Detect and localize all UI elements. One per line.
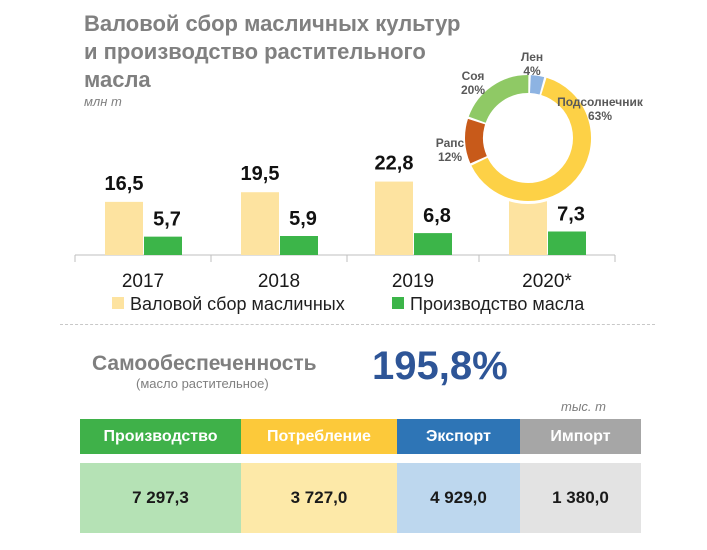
title-line-2: и производство растительного	[84, 39, 426, 64]
donut-label-name-0: Подсолнечник	[557, 95, 644, 109]
section-divider	[60, 324, 655, 325]
header-import: Импорт	[520, 419, 641, 454]
donut-label-value-2: 20%	[461, 83, 485, 97]
donut-label-name-2: Соя	[462, 69, 485, 83]
donut-label-value-3: 4%	[523, 64, 541, 78]
value-export: 4 929,0	[397, 463, 520, 533]
legend-label-gross: Валовой сбор масличных	[130, 294, 345, 314]
value-production: 7 297,3	[80, 463, 241, 533]
chart-title: Валовой сбор масличных культур и произво…	[84, 10, 514, 94]
bar-oil-2	[414, 233, 452, 255]
donut-label-name-3: Лен	[521, 50, 543, 64]
donut-label-2: Соя 20%	[461, 69, 485, 97]
bar-oil-1	[280, 236, 318, 255]
donut-chart: Подсолнечник 63% Рапс 12% Соя 20% Лен 4%	[436, 50, 644, 204]
x-tick-3: 2020*	[522, 271, 572, 292]
self-sufficiency-sublabel: (масло растительное)	[136, 376, 269, 391]
label-oil-0: 5,7	[153, 209, 181, 231]
label-oil-1: 5,9	[289, 208, 317, 230]
legend-swatch-gross	[112, 297, 124, 309]
x-tick-2: 2019	[392, 271, 434, 292]
label-oil-2: 6,8	[423, 205, 451, 227]
label-gross-0: 16,5	[105, 173, 144, 195]
header-consumption: Потребление	[241, 419, 397, 454]
self-sufficiency-value: 195,8%	[372, 344, 508, 388]
donut-slice-0	[471, 77, 591, 201]
bar-gross-2	[375, 181, 413, 255]
title-line-1: Валовой сбор масличных культур	[84, 11, 461, 36]
donut-label-value-1: 12%	[438, 150, 462, 164]
legend-item-oil: Производство масла	[392, 294, 584, 315]
bar-oil-3	[548, 231, 586, 255]
donut-slice-3	[529, 75, 545, 95]
donut-slice-1	[465, 118, 487, 164]
self-sufficiency-label: Самообеспеченность	[92, 352, 317, 375]
donut-label-0: Подсолнечник 63%	[557, 95, 644, 123]
table-unit-label: тыс. т	[561, 399, 606, 414]
value-consumption: 3 727,0	[241, 463, 397, 533]
donut-slice-2	[468, 75, 529, 124]
unit-label: млн т	[84, 94, 122, 109]
value-import: 1 380,0	[520, 463, 641, 533]
label-oil-3: 7,3	[557, 203, 585, 225]
bar-chart: 16,55,7201719,55,9201822,86,8201921,27,3…	[74, 50, 644, 292]
x-tick-1: 2018	[258, 271, 300, 292]
legend-swatch-oil	[392, 297, 404, 309]
label-gross-2: 22,8	[375, 153, 414, 175]
donut-label-name-1: Рапс	[436, 136, 465, 150]
bar-gross-0	[105, 201, 143, 255]
legend-item-gross: Валовой сбор масличных	[112, 294, 345, 315]
donut-label-value-0: 63%	[588, 109, 612, 123]
donut-label-3: Лен 4%	[521, 50, 543, 78]
bar-gross-1	[241, 192, 279, 255]
donut-label-1: Рапс 12%	[436, 136, 465, 164]
bar-oil-0	[144, 236, 182, 255]
label-gross-1: 19,5	[241, 163, 280, 185]
x-tick-0: 2017	[122, 271, 164, 292]
header-export: Экспорт	[397, 419, 520, 454]
legend-label-oil: Производство масла	[410, 294, 585, 314]
title-line-3: масла	[84, 67, 151, 92]
header-production: Производство	[80, 419, 241, 454]
